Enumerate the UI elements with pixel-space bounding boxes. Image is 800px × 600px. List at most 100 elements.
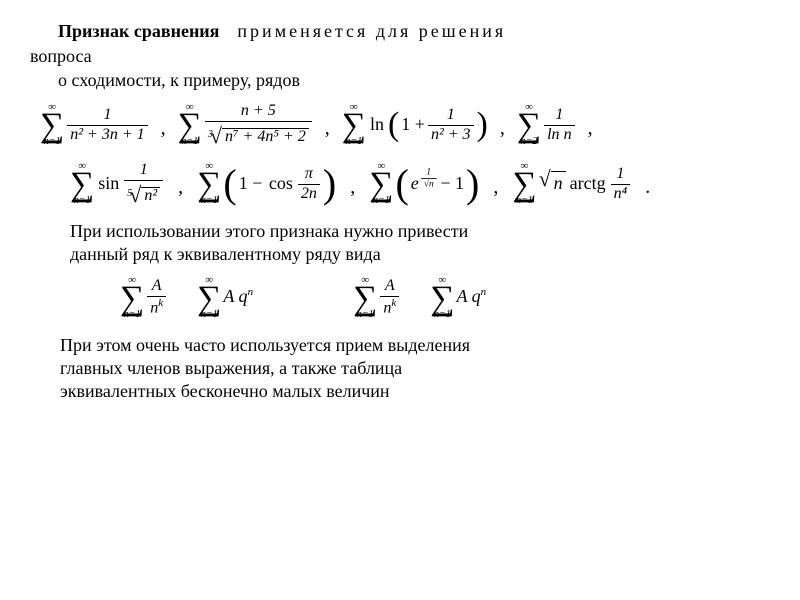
equation-row-1: ∞ ∑ n=1 1 n² + 3n + 1 , ∞ ∑ n=1 n + 5 3 <box>40 102 770 147</box>
intro-paragraph: Признак сравнения применяется для решени… <box>30 20 770 43</box>
sigma-icon: ∞ ∑ n=1 <box>512 161 536 206</box>
paren-left: ( <box>223 170 236 198</box>
sigma-icon: ∞ ∑ n=1 <box>430 275 454 320</box>
sin-operator: sin <box>98 172 119 195</box>
paren-right: ) <box>323 170 336 198</box>
fraction: 1 n⁴ <box>611 166 631 202</box>
p2-line2: данный ряд к эквивалентному ряду вида <box>70 243 770 266</box>
sigma-lower: n=1 <box>181 137 198 147</box>
separator-comma: , <box>350 174 355 200</box>
series-7: ∞ ∑ n=1 ( e 1 √n − 1 ) <box>369 161 479 206</box>
numerator: A <box>149 278 165 296</box>
sigma-icon: ∞ ∑ n=1 <box>197 275 221 320</box>
sigma-lower: n=1 <box>434 310 451 320</box>
exp-power: 1 √n <box>419 166 439 191</box>
bold-term: Признак сравнения <box>58 21 219 41</box>
exp-den: √n <box>421 178 436 189</box>
numerator: 1 <box>100 107 114 125</box>
sigma-icon: ∞ ∑ n=1 <box>178 102 202 147</box>
series-8: ∞ ∑ n=1 √ n arctg 1 n⁴ <box>512 161 631 206</box>
separator-comma: , <box>493 174 498 200</box>
intro-line2: о сходимости, к примеру, рядов <box>58 69 770 92</box>
fraction: A nk <box>380 278 399 316</box>
p3-line3: эквивалентных бесконечно малых величин <box>60 380 770 403</box>
denominator: nk <box>380 296 399 316</box>
radicand: n⁷ + 4n⁵ + 2 <box>222 128 309 145</box>
sigma-lower: n=1 <box>44 137 61 147</box>
exp-base: e <box>411 172 419 195</box>
series-1: ∞ ∑ n=1 1 n² + 3n + 1 <box>40 102 149 147</box>
denominator: 5 √ n² <box>124 180 163 205</box>
separator-comma: , <box>178 174 183 200</box>
denominator: 3 √ n⁷ + 4n⁵ + 2 <box>205 121 312 146</box>
numerator: A <box>382 278 398 296</box>
denominator: n² + 3n + 1 <box>67 125 147 143</box>
sigma-lower: n=2 <box>521 137 538 147</box>
sigma-icon: ∞ ∑ n=1 <box>197 161 221 206</box>
p3-line2: главных членов выражения, а также таблиц… <box>60 357 770 380</box>
denominator: nk <box>147 296 166 316</box>
cuberoot: 3 √ n⁷ + 4n⁵ + 2 <box>208 128 309 146</box>
sigma-lower: n=1 <box>74 196 91 206</box>
p2-line1: При использовании этого признака нужно п… <box>70 220 770 243</box>
exp-expr: e 1 √n <box>411 172 439 195</box>
series-6: ∞ ∑ n=1 ( 1 − cos π 2n ) <box>197 161 336 206</box>
series-2: ∞ ∑ n=1 n + 5 3 √ n⁷ + 4n⁵ + 2 <box>178 102 313 147</box>
series-3: ∞ ∑ n=1 ln ( 1 + 1 n² + 3 ) <box>342 102 488 147</box>
paren-right: ) <box>466 170 479 198</box>
fraction: A nk <box>147 278 166 316</box>
ln-operator: ln <box>370 113 384 136</box>
fraction: 1 n² + 3n + 1 <box>67 107 147 143</box>
separator-comma: , <box>161 115 166 141</box>
sigma-icon: ∞ ∑ n=2 <box>517 102 541 147</box>
canonical-4: ∞ ∑ n=1 A qn <box>430 275 486 320</box>
sigma-lower: n=1 <box>357 310 374 320</box>
exp-num: 1 <box>424 168 434 178</box>
denominator: n⁴ <box>611 184 631 202</box>
numerator: 1 <box>137 162 151 180</box>
sigma-lower: n=1 <box>345 137 362 147</box>
terminator-dot: . <box>645 174 650 200</box>
equation-row-3: ∞ ∑ n=1 A nk ∞ ∑ n=1 A qn ∞ ∑ n=1 <box>120 275 770 320</box>
denominator: n² + 3 <box>428 125 474 143</box>
sigma-icon: ∞ ∑ n=1 <box>342 102 366 147</box>
geo-term: A qn <box>223 285 253 308</box>
intro-word: вопроса <box>30 45 770 68</box>
fraction: 1 n² + 3 <box>428 107 474 143</box>
separator-comma: , <box>500 115 505 141</box>
arctg-operator: arctg <box>570 172 606 195</box>
closing-paragraph: При этом очень часто используется прием … <box>60 334 770 404</box>
sigma-lower: n=1 <box>373 196 390 206</box>
radicand: n <box>551 171 566 195</box>
canonical-3: ∞ ∑ n=1 A nk <box>353 275 400 320</box>
sigma-icon: ∞ ∑ n=1 <box>70 161 94 206</box>
radicand: n² <box>141 187 160 204</box>
equation-row-2: ∞ ∑ n=1 sin 1 5 √ n² , ∞ ∑ <box>70 161 770 206</box>
separator-comma: , <box>588 115 593 141</box>
fraction: π 2n <box>298 166 320 202</box>
fraction: 1 ln n <box>544 107 574 143</box>
numerator: n + 5 <box>238 103 279 121</box>
ln-arg: 1 + <box>401 113 425 136</box>
series-5: ∞ ∑ n=1 sin 1 5 √ n² <box>70 161 164 206</box>
middle-paragraph: При использовании этого признака нужно п… <box>70 220 770 267</box>
sigma-lower: n=1 <box>516 196 533 206</box>
fifth-root: 5 √ n² <box>127 187 160 205</box>
separator-comma: , <box>325 115 330 141</box>
canonical-1: ∞ ∑ n=1 A nk <box>120 275 167 320</box>
denominator: ln n <box>544 125 574 143</box>
fraction: 1 5 √ n² <box>124 162 163 205</box>
minus-one: − 1 <box>440 172 464 195</box>
intro-rest: применяется для решения <box>237 21 506 41</box>
sigma-lower: n=1 <box>201 310 218 320</box>
sigma-icon: ∞ ∑ n=1 <box>353 275 377 320</box>
numerator: 1 <box>552 107 566 125</box>
sigma-icon: ∞ ∑ n=1 <box>40 102 64 147</box>
numerator: π <box>302 166 316 184</box>
paren-right: ) <box>477 113 488 137</box>
geo-term: A qn <box>456 285 486 308</box>
page-root: Признак сравнения применяется для решени… <box>0 0 800 414</box>
sigma-icon: ∞ ∑ n=1 <box>369 161 393 206</box>
denominator: 2n <box>298 184 320 202</box>
canonical-2: ∞ ∑ n=1 A qn <box>197 275 253 320</box>
